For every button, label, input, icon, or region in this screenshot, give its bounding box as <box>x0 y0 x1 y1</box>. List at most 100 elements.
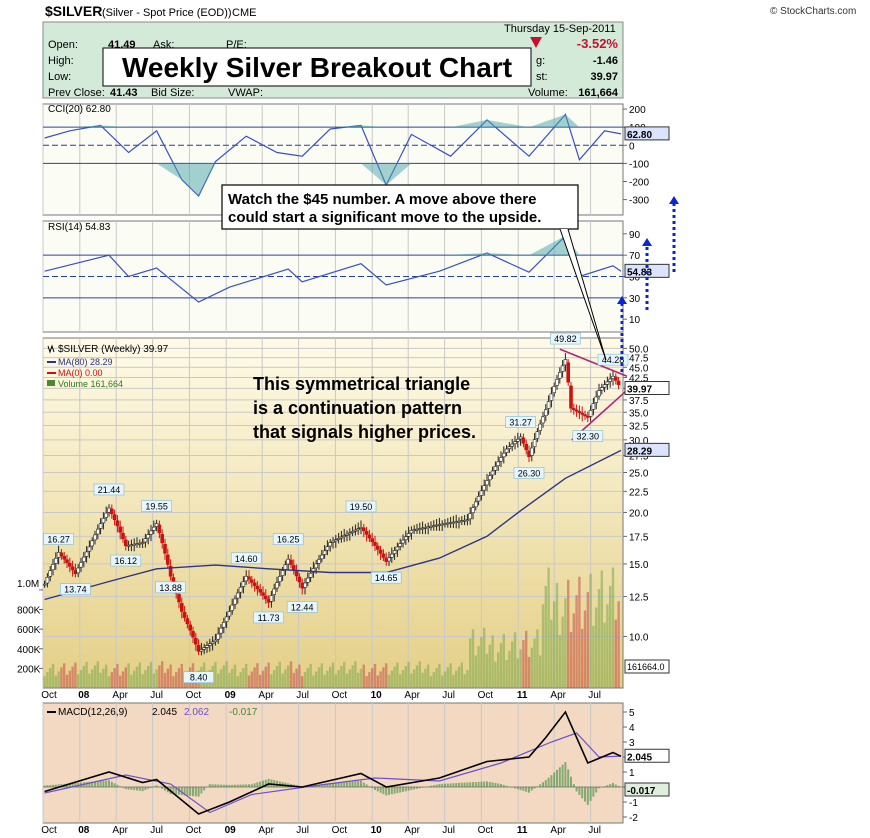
price-bar-body <box>224 616 229 622</box>
price-tick-label: 27.5 <box>629 451 649 462</box>
price-tick-label: 12.5 <box>629 593 649 604</box>
macd-x-label: 09 <box>225 825 237 836</box>
price-bar-body <box>356 528 361 531</box>
volume-bar <box>51 663 55 688</box>
price-bar-body <box>222 622 226 628</box>
price-callout-box <box>43 533 74 545</box>
exchange-label: CME <box>232 7 256 19</box>
macd-histogram-bar <box>127 787 130 790</box>
price-bar-body <box>157 524 162 534</box>
volume-bar <box>609 585 612 688</box>
price-bar-body <box>143 538 148 543</box>
macd-histogram-bar <box>150 787 152 788</box>
macd-histogram-bar <box>564 762 567 787</box>
macd-histogram-bar <box>547 777 550 787</box>
macd-hist-current-value-box <box>624 782 670 797</box>
macd-histogram-bar <box>102 780 105 787</box>
volume-current-box <box>624 659 670 674</box>
volume-bar <box>435 668 438 688</box>
macd-histogram-bar <box>323 784 326 787</box>
volume-bar <box>443 671 447 688</box>
price-bar-body <box>504 448 509 453</box>
price-x-label: Oct <box>186 690 202 701</box>
macd-histogram-bar <box>572 784 575 787</box>
macd-histogram-bar <box>203 787 206 791</box>
title-box <box>102 47 532 87</box>
volume-bar <box>130 674 133 688</box>
volume-bar <box>163 672 167 688</box>
price-bar-body <box>378 549 383 554</box>
volume-bar <box>57 671 60 688</box>
price-bar-body <box>395 546 400 551</box>
cci-overbought-fill <box>43 114 623 128</box>
price-callout-box <box>550 332 581 345</box>
triangle-upper-line <box>559 348 628 378</box>
price-tick-label: 45.0 <box>629 363 649 374</box>
quote-bid-label: Bid Size: <box>151 87 194 99</box>
macd-histogram-bar <box>91 781 94 787</box>
macd-histogram-bar <box>343 782 346 787</box>
price-bar-body <box>48 570 53 577</box>
price-bar-body <box>297 576 302 583</box>
macd-histogram-bar <box>362 782 365 787</box>
volume-bar <box>525 630 528 688</box>
price-bar-body <box>594 396 599 403</box>
macd-histogram-bar <box>463 782 466 787</box>
macd-histogram-bar <box>88 781 91 787</box>
price-tick-label: 30.0 <box>629 436 649 447</box>
macd-histogram-bar <box>186 787 189 796</box>
macd-histogram-bar <box>346 782 348 787</box>
price-callout-box <box>155 581 186 594</box>
macd-histogram-bar <box>332 783 334 787</box>
volume-bar <box>107 676 111 688</box>
macd-histogram-bar <box>617 786 620 787</box>
volume-bar <box>161 661 164 688</box>
price-bar-body <box>560 365 565 372</box>
macd-histogram-bar <box>259 781 262 787</box>
macd-histogram-bar <box>57 784 60 787</box>
price-x-label: Apr <box>550 690 566 701</box>
price-callout-box <box>345 500 377 513</box>
macd-histogram-bar <box>528 787 530 793</box>
price-panel <box>42 337 624 689</box>
price-bar-body <box>476 496 481 502</box>
macd-x-label: Oct <box>186 825 202 836</box>
price-bar-body <box>557 372 562 379</box>
macd-histogram-bar <box>539 784 542 787</box>
volume-bar <box>301 676 304 688</box>
price-callout-label: 14.65 <box>375 573 398 583</box>
price-x-label: Jul <box>150 690 163 701</box>
volume-bar <box>359 668 363 688</box>
price-bar-body <box>199 649 204 652</box>
macd-histogram-bar <box>396 787 399 794</box>
macd-x-label: Apr <box>258 825 274 836</box>
cci-current-value: 62.80 <box>627 130 652 141</box>
price-x-label: Jul <box>442 690 455 701</box>
macd-histogram-bar <box>105 780 108 787</box>
macd-histogram-bar <box>500 784 502 787</box>
volume-bar <box>441 675 444 688</box>
macd-histogram-bar <box>575 787 578 792</box>
volume-bar <box>320 663 323 688</box>
macd-histogram-bar <box>586 787 589 805</box>
price-bar-body <box>84 551 89 557</box>
price-callout-label: 11.73 <box>258 613 280 623</box>
volume-bar <box>166 668 169 688</box>
volume-bar <box>541 604 545 688</box>
price-bar-body <box>110 508 114 515</box>
credit-label: © StockCharts.com <box>770 6 856 17</box>
volume-bar <box>331 662 335 688</box>
macd-histogram-bar <box>94 781 96 787</box>
macd-histogram-bar <box>46 785 49 787</box>
macd-histogram-bar <box>402 787 404 792</box>
macd-histogram-bar <box>152 786 155 787</box>
volume-bar <box>614 619 617 688</box>
price-callout-label: 13.74 <box>64 585 87 595</box>
macd-histogram-bar <box>614 784 617 787</box>
volume-bar <box>513 632 517 688</box>
price-callout-box <box>597 353 629 366</box>
volume-bar <box>611 567 615 688</box>
volume-bar <box>617 601 620 688</box>
price-bar-body <box>541 416 545 424</box>
macd-tick-label: 3 <box>629 738 635 749</box>
